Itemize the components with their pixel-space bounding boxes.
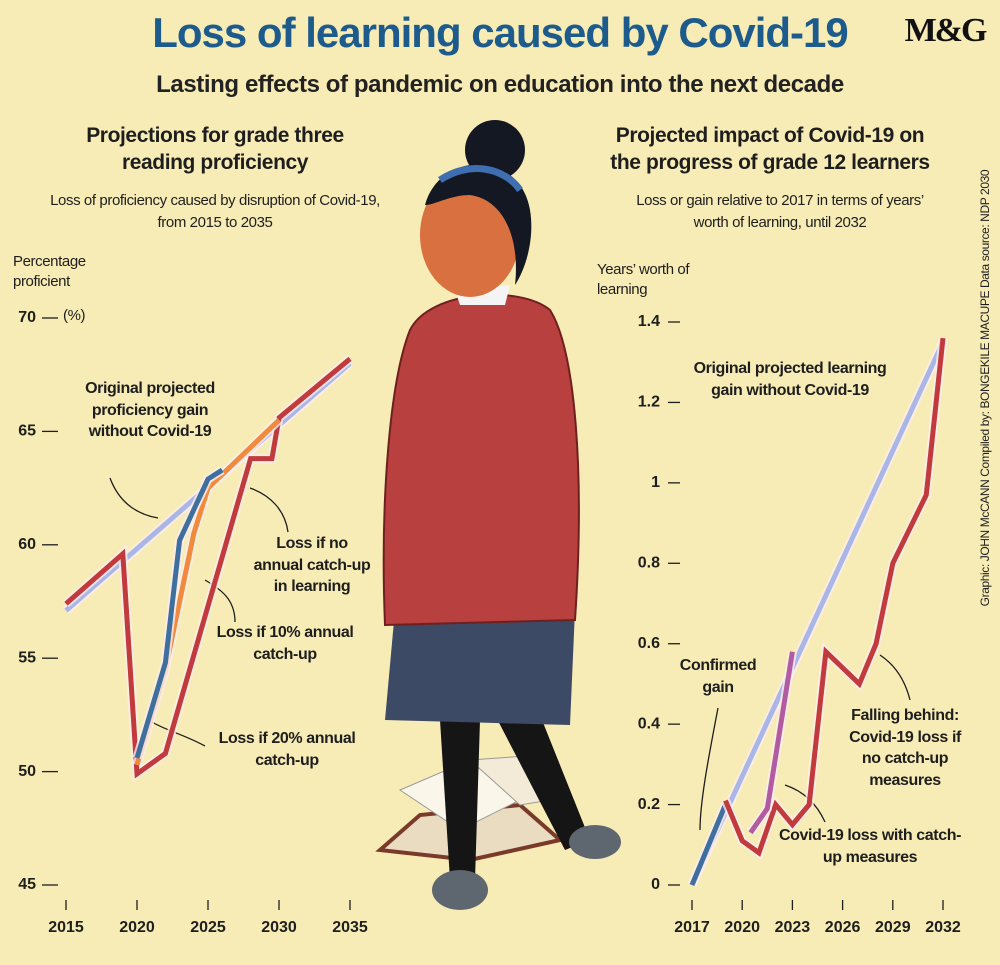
y-axis-unit: (%) bbox=[63, 307, 86, 324]
y-tick-label: 0.2 bbox=[638, 796, 660, 813]
x-tick-label: 2029 bbox=[875, 919, 911, 936]
x-tick-label: 2017 bbox=[674, 919, 710, 936]
series-annotation: Loss if 20% annual catch-up bbox=[218, 730, 356, 769]
chart-title: Projected impact of Covid-19 on the prog… bbox=[610, 124, 930, 175]
y-axis-label: Percentage proficient bbox=[13, 253, 86, 291]
logo: M&G bbox=[904, 12, 988, 49]
series-annotation: Falling behind: Covid-19 loss if no catc… bbox=[849, 707, 961, 789]
credit: Graphic: JOHN McCANN Compiled by: BONGEK… bbox=[977, 169, 992, 607]
series-annotation: Covid-19 loss with catch-up measures bbox=[778, 827, 962, 866]
leader-lines bbox=[109, 477, 911, 831]
y-axis-label: Years’ worth of learning bbox=[597, 261, 690, 299]
y-tick-label: 1 bbox=[651, 474, 660, 491]
series-line bbox=[723, 337, 946, 857]
chart-subtitle: Loss or gain relative to 2017 in terms o… bbox=[636, 192, 924, 231]
series-annotation: Loss if 10% annual catch-up bbox=[216, 624, 354, 663]
x-tick-label: 2025 bbox=[190, 919, 226, 936]
page-title: Loss of learning caused by Covid-19 bbox=[152, 9, 849, 56]
series-annotation: Original projected proficiency gain with… bbox=[85, 380, 215, 441]
series-annotation: Original projected learning gain without… bbox=[693, 360, 887, 399]
y-tick-label: 1.4 bbox=[638, 313, 660, 330]
y-tick-label: 65 bbox=[18, 423, 36, 440]
y-tick-label: 0.8 bbox=[638, 555, 660, 572]
series-line bbox=[689, 341, 946, 887]
x-tick-label: 2020 bbox=[119, 919, 155, 936]
series-annotation: Loss if no annual catch-up in learning bbox=[253, 535, 371, 596]
y-tick-label: 0.4 bbox=[638, 715, 660, 732]
illustration bbox=[375, 120, 621, 910]
y-tick-label: 45 bbox=[18, 876, 36, 893]
x-tick-label: 2035 bbox=[332, 919, 368, 936]
series-line bbox=[748, 651, 795, 835]
chart-subtitle: Loss of proficiency caused by disruption… bbox=[50, 192, 380, 231]
series-line bbox=[134, 467, 224, 759]
x-tick-label: 2023 bbox=[775, 919, 811, 936]
x-tick-label: 2020 bbox=[724, 919, 760, 936]
series-annotation: Confirmed gain bbox=[679, 657, 757, 696]
y-tick-label: 70 bbox=[18, 309, 36, 326]
chart-title: Projections for grade three reading prof… bbox=[86, 124, 344, 175]
series-line bbox=[689, 803, 728, 886]
x-tick-label: 2026 bbox=[825, 919, 861, 936]
y-tick-label: 55 bbox=[18, 649, 36, 666]
x-tick-label: 2015 bbox=[48, 919, 84, 936]
x-tick-label: 2030 bbox=[261, 919, 297, 936]
y-tick-label: 60 bbox=[18, 536, 36, 553]
x-tick-label: 2032 bbox=[925, 919, 961, 936]
y-tick-label: 50 bbox=[18, 763, 36, 780]
y-tick-label: 1.2 bbox=[638, 394, 660, 411]
page-subtitle: Lasting effects of pandemic on education… bbox=[156, 71, 844, 98]
y-tick-label: 0 bbox=[651, 876, 660, 893]
y-tick-label: 0.6 bbox=[638, 635, 660, 652]
